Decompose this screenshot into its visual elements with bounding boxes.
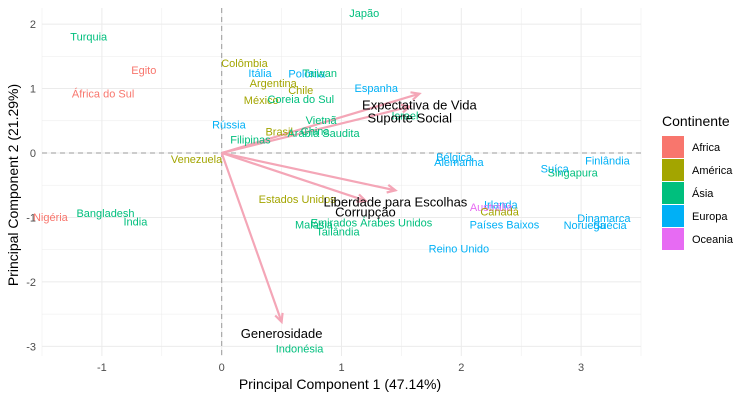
country-label: Alemanha — [434, 157, 484, 169]
legend: Continente Africa América Ásia Europa Oceani… — [662, 113, 734, 250]
legend-label: América — [692, 165, 733, 177]
x-tick-label: 3 — [578, 362, 584, 374]
country-label: Filipinas — [230, 134, 271, 146]
country-label: Dinamarca — [577, 213, 631, 225]
loading-label: Liberdade para Escolhas — [323, 194, 467, 209]
country-label: Itália — [248, 68, 272, 80]
country-label: Vietnã — [306, 115, 338, 127]
country-label: China — [301, 126, 331, 138]
country-label: África do Sul — [72, 88, 134, 101]
country-label: Países Baixos — [470, 220, 540, 232]
country-label: Israel — [392, 111, 419, 123]
loading-arrowhead — [400, 103, 413, 114]
country-label: Espanha — [355, 83, 399, 95]
legend-swatch — [662, 205, 684, 227]
country-label: Irlanda — [484, 200, 519, 212]
loading-arrow — [221, 151, 366, 202]
country-label: Singapura — [548, 167, 599, 179]
country-label: Rússia — [212, 120, 247, 132]
loading-arrowhead — [356, 193, 368, 203]
country-label: Coreia do Sul — [267, 94, 334, 106]
country-label: Malásia — [295, 220, 334, 232]
y-axis-title: Principal Component 2 (21.29%) — [5, 84, 21, 286]
country-label: Indonésia — [276, 343, 325, 355]
y-tick-label: 1 — [30, 84, 36, 96]
x-axis-title: Principal Component 1 (47.14%) — [239, 376, 441, 392]
legend-label: Africa — [692, 142, 721, 154]
x-tick-label: -1 — [97, 362, 107, 374]
legend-swatch — [662, 228, 684, 250]
loading-label: Expectativa de Vida — [362, 98, 477, 113]
country-label: Suécia — [593, 220, 628, 232]
country-label: Reino Unido — [429, 243, 490, 255]
country-label: Suíça — [541, 163, 570, 175]
country-label: Estados Unidos — [259, 194, 337, 206]
loading-arrowhead — [386, 183, 398, 194]
loading-label: Corrupção — [335, 205, 396, 220]
legend-swatch — [662, 136, 684, 158]
country-label: Bangladesh — [76, 208, 134, 220]
grid-layer — [41, 8, 642, 356]
x-tick-label: 2 — [458, 362, 464, 374]
country-label: Polônia — [288, 69, 326, 81]
country-labels: Japão Turquia Egito África do Sul ColômbiaIt… — [33, 8, 631, 355]
country-label: Chile — [288, 85, 313, 97]
x-tick-label: 0 — [219, 362, 225, 374]
loading-arrow — [221, 151, 396, 192]
loading-arrow — [221, 92, 420, 155]
country-label: Noruega — [564, 220, 607, 232]
country-label: Egito — [131, 65, 156, 77]
loading-arrow — [221, 105, 411, 155]
y-tick-label: -1 — [26, 212, 36, 224]
country-label: Turquia — [70, 31, 108, 43]
country-label: Finlândia — [585, 156, 631, 168]
zero-lines — [42, 8, 641, 356]
country-label: Brasil — [265, 127, 293, 139]
country-label: Bélgica — [436, 152, 473, 164]
legend-swatch — [662, 182, 684, 204]
loading-arrow — [220, 152, 283, 323]
country-label: Nigéria — [33, 212, 69, 224]
y-tick-label: -3 — [26, 341, 36, 353]
loading-arrows — [220, 91, 422, 325]
country-label: México — [244, 95, 279, 107]
y-tick-label: -2 — [26, 277, 36, 289]
loading-arrowhead — [274, 312, 284, 325]
country-label: Índia — [124, 215, 149, 228]
country-label: Argentina — [250, 78, 298, 90]
y-tick-label: 2 — [30, 19, 36, 31]
country-label: Japão — [349, 8, 379, 20]
country-label: Arábia Saudita — [287, 128, 360, 140]
legend-label: Europa — [692, 211, 728, 223]
axis-ticks: -1 0 1 2 3 -3 -2 -1 0 1 2 — [26, 19, 584, 374]
loading-arrowhead — [410, 91, 422, 101]
legend-label: Oceania — [692, 234, 734, 246]
loading-label: Suporte Social — [368, 111, 453, 126]
country-label: Venezuela — [171, 154, 223, 166]
x-tick-label: 1 — [338, 362, 344, 374]
loading-label: Generosidade — [241, 326, 323, 341]
legend-swatch — [662, 159, 684, 181]
country-label: Tailândia — [316, 227, 360, 239]
country-label: Austrália — [470, 202, 514, 214]
legend-label: Ásia — [692, 187, 714, 200]
legend-title: Continente — [662, 113, 730, 129]
country-label: Taiwan — [303, 68, 337, 80]
y-tick-label: 0 — [30, 148, 36, 160]
country-label: Canadá — [480, 207, 519, 219]
country-label: Emirados Árabes Unidos — [311, 217, 433, 230]
country-label: Colômbia — [221, 58, 268, 70]
